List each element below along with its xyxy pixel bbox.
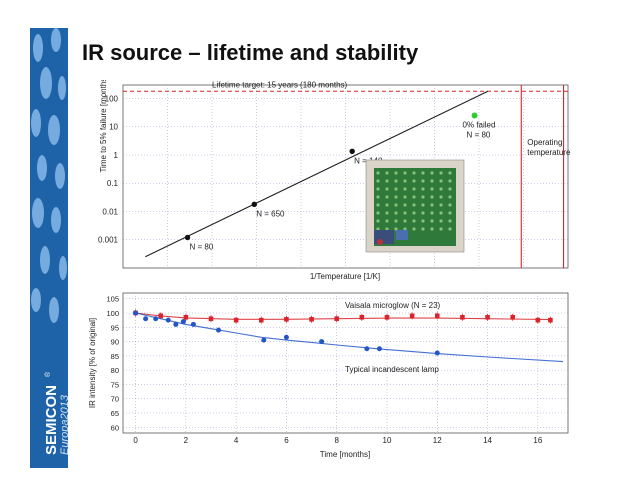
lifetime-point xyxy=(251,201,257,207)
stability-xtick-label: 12 xyxy=(433,436,442,445)
failed-label-1: 0% failed xyxy=(463,120,496,129)
lifetime-ytick-label: 10 xyxy=(109,123,118,132)
stability-ticks: 0 2 4 6 8 10 12 14 16 60 65 70 75 80 85 90 95 100 105 xyxy=(106,295,542,445)
lifetime-yticks: 100 10 1 0.1 0.01 0.001 xyxy=(98,94,119,244)
stability-ytick-label: 90 xyxy=(111,338,119,347)
stability-series xyxy=(133,309,564,363)
stability-point xyxy=(548,317,553,323)
lifetime-ytick-label: 1 xyxy=(114,151,119,160)
sidebar-pattern xyxy=(31,28,67,323)
stability-point xyxy=(485,314,490,320)
stability-ytick-label: 105 xyxy=(106,295,119,304)
stability-point xyxy=(434,313,440,319)
lifetime-ylabel: Time to 5% failure [months] xyxy=(99,80,108,173)
brand-sidebar xyxy=(30,28,68,468)
lifetime-ytick-label: 100 xyxy=(105,94,119,103)
stability-point xyxy=(434,350,440,356)
stability-point xyxy=(190,321,196,327)
stability-series-line xyxy=(135,312,564,363)
semicon-logo: SEMICON ® Europa2013 xyxy=(30,300,71,460)
series-label-vaisala: Vaisala microglow (N = 23) xyxy=(345,301,441,310)
stability-xtick-label: 8 xyxy=(334,436,339,445)
lifetime-point xyxy=(184,234,191,241)
lifetime-chart: 100 10 1 0.1 0.01 0.001 Lifetime target: 15 y… xyxy=(98,80,571,281)
stability-xlabel: Time [months] xyxy=(320,450,370,459)
operating-label-1: Operating xyxy=(527,138,562,147)
stability-point xyxy=(153,316,159,322)
emitter-board-photo xyxy=(365,159,465,253)
fit-line xyxy=(145,90,489,258)
stability-point xyxy=(183,314,189,320)
failed-point xyxy=(471,112,478,119)
lifetime-ytick-label: 0.1 xyxy=(107,179,119,188)
stability-xtick-label: 2 xyxy=(184,436,189,445)
stability-ytick-label: 95 xyxy=(111,323,119,332)
stability-grid xyxy=(123,293,568,433)
stability-point xyxy=(180,319,186,325)
lifetime-ytick-label: 0.001 xyxy=(98,236,119,245)
stability-point xyxy=(158,313,164,319)
stability-ytick-label: 85 xyxy=(111,352,119,361)
stability-point xyxy=(284,316,289,322)
stability-plot-frame xyxy=(122,292,569,434)
stability-point xyxy=(233,317,239,323)
stability-point xyxy=(409,313,415,319)
stability-point xyxy=(460,314,465,320)
brand-sub: Europa2013 xyxy=(59,394,68,455)
stability-point xyxy=(133,310,139,316)
stability-ytick-label: 100 xyxy=(106,309,119,318)
stability-point xyxy=(364,346,370,352)
stability-ytick-label: 80 xyxy=(111,366,119,375)
stability-point xyxy=(208,316,214,322)
stability-xtick-label: 14 xyxy=(483,436,492,445)
failed-label-2: N = 80 xyxy=(467,130,491,139)
stability-point xyxy=(261,337,267,343)
stability-chart: 0 2 4 6 8 10 12 14 16 60 65 70 75 80 85 90 95 100 105 Vais… xyxy=(88,292,569,459)
stability-ytick-label: 65 xyxy=(111,409,119,418)
stability-ytick-label: 75 xyxy=(111,380,119,389)
stability-point xyxy=(510,314,515,320)
operating-label-2: temperature xyxy=(527,148,571,157)
stability-ytick-label: 60 xyxy=(111,423,119,432)
brand-name: SEMICON xyxy=(43,385,60,455)
lifetime-ytick-label: 0.01 xyxy=(102,207,118,216)
lifetime-target-label: Lifetime target: 15 years (180 months) xyxy=(212,80,348,89)
brand-reg: ® xyxy=(44,371,52,377)
stability-point xyxy=(535,317,541,323)
stability-xtick-label: 16 xyxy=(533,436,542,445)
stability-xtick-label: 10 xyxy=(383,436,392,445)
series-label-incandescent: Typical incandescent lamp xyxy=(345,365,439,374)
stability-point xyxy=(384,314,390,320)
stability-point xyxy=(309,316,314,322)
stability-point xyxy=(216,327,222,333)
lifetime-point-label: N = 650 xyxy=(256,209,285,218)
slide-title: IR source – lifetime and stability xyxy=(82,40,419,65)
stability-point xyxy=(376,346,382,352)
lifetime-xlabel: 1/Temperature [1/K] xyxy=(310,272,380,281)
stability-point xyxy=(359,314,365,320)
stability-xtick-label: 0 xyxy=(133,436,138,445)
stability-point xyxy=(283,334,289,340)
stability-point xyxy=(165,317,171,323)
stability-xtick-label: 6 xyxy=(284,436,289,445)
stability-point xyxy=(319,339,325,345)
stability-point xyxy=(143,316,149,322)
stability-point xyxy=(173,321,179,327)
stability-ytick-label: 70 xyxy=(111,395,119,404)
lifetime-point xyxy=(349,148,355,155)
lifetime-point-label: N = 80 xyxy=(190,243,214,252)
stability-xtick-label: 4 xyxy=(234,436,239,445)
stability-point xyxy=(334,316,340,322)
lifetime-grid xyxy=(123,85,568,268)
stability-point xyxy=(258,317,264,323)
stability-ylabel: IR intensity [% of original] xyxy=(88,318,97,408)
